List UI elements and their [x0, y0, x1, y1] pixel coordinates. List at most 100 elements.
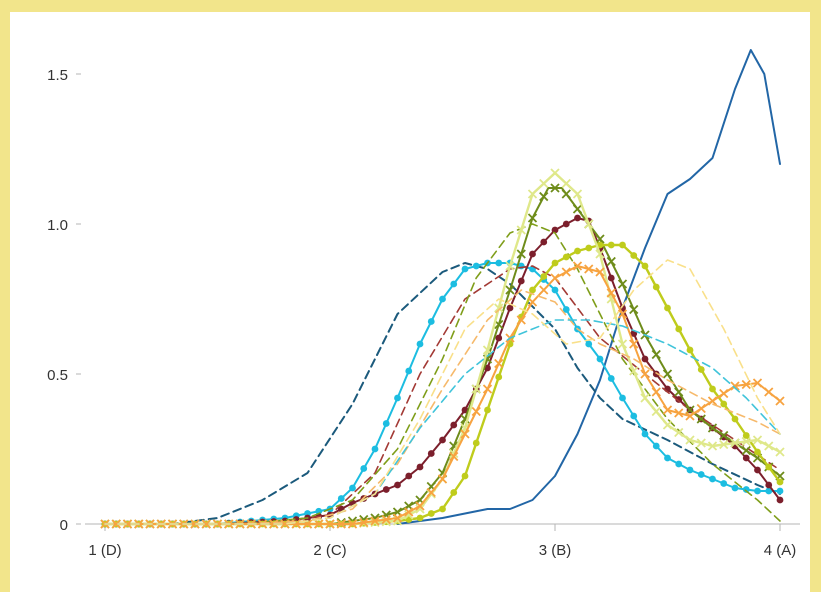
x-tick-label: 4 (A): [764, 542, 797, 559]
series-point: [572, 261, 583, 271]
series-point: [765, 487, 773, 495]
series-point: [595, 249, 605, 259]
series-point: [562, 220, 570, 228]
series-point: [561, 189, 571, 199]
series-point: [686, 346, 694, 354]
series-point: [742, 454, 750, 462]
series-point: [572, 204, 583, 214]
series-point: [439, 505, 446, 513]
series-point: [664, 454, 671, 462]
series-point: [416, 340, 424, 348]
series-point: [629, 304, 639, 315]
series-point: [662, 369, 673, 379]
series-point: [416, 463, 424, 471]
series-point: [426, 487, 436, 498]
series-point: [529, 286, 536, 294]
series-point: [506, 304, 514, 312]
series-point: [675, 325, 683, 333]
series-point: [674, 408, 684, 418]
series-point: [371, 445, 379, 453]
series-point: [382, 486, 390, 493]
series-point: [572, 189, 583, 199]
series-point: [529, 250, 536, 258]
series-point: [574, 247, 581, 255]
series-point: [561, 267, 571, 277]
series-line: [104, 265, 781, 525]
series-point: [505, 285, 515, 295]
series-point: [619, 241, 626, 249]
series-point: [754, 466, 761, 474]
series-point: [527, 213, 538, 223]
series-point: [439, 295, 446, 303]
series-point: [427, 450, 435, 457]
series-point: [741, 445, 751, 456]
series-point: [641, 262, 649, 270]
series-point: [201, 519, 211, 529]
series-point: [550, 168, 560, 178]
series-8: [101, 241, 784, 528]
series-point: [730, 381, 740, 391]
series-line: [104, 262, 781, 525]
y-tick-label: 1.0: [47, 217, 68, 234]
series-point: [551, 226, 559, 234]
series-point: [675, 460, 683, 468]
series-point: [527, 297, 538, 307]
series-point: [562, 306, 570, 313]
series-line: [104, 265, 781, 525]
series-point: [584, 264, 594, 274]
series-point: [122, 519, 133, 529]
series-point: [764, 441, 774, 451]
series-point: [720, 480, 728, 487]
series-point: [662, 405, 673, 415]
series-point: [617, 339, 628, 349]
series-point: [394, 394, 401, 402]
y-tick-label: 0.5: [47, 367, 68, 384]
series-point: [651, 349, 661, 360]
series-point: [617, 279, 628, 289]
series-point: [495, 373, 503, 381]
series-point: [337, 495, 345, 502]
series-point: [765, 481, 773, 489]
series-point: [607, 241, 615, 249]
series-point: [427, 510, 435, 517]
series-point: [439, 436, 446, 444]
series-point: [707, 396, 718, 406]
series-point: [450, 280, 458, 288]
series-point: [675, 396, 683, 403]
series-point: [516, 249, 526, 259]
series-line: [104, 319, 781, 525]
axes: 1 (D) 2 (C) 3 (B) 4 (A) 0 0.5 1.0 1.5: [47, 67, 800, 559]
series-point: [697, 471, 705, 478]
series-point: [630, 252, 638, 259]
series-point: [404, 507, 414, 517]
series-point: [349, 484, 356, 492]
series-point: [527, 189, 538, 199]
series-point: [731, 415, 739, 423]
series-point: [505, 261, 515, 271]
series-point: [360, 465, 368, 472]
series-point: [607, 274, 615, 282]
series-point: [709, 475, 716, 483]
series-point: [585, 244, 593, 252]
y-tick-label: 1.5: [47, 67, 68, 84]
series-point: [415, 501, 425, 511]
series-point: [482, 384, 493, 394]
series-point: [640, 369, 650, 379]
series-point: [742, 432, 750, 439]
series-point: [574, 214, 581, 222]
series-point: [190, 519, 200, 529]
series-point: [617, 309, 628, 319]
series-point: [652, 442, 660, 450]
series-point: [517, 277, 525, 285]
series-point: [494, 358, 504, 369]
series-point: [685, 435, 695, 445]
series-point: [697, 366, 705, 373]
series-point: [539, 191, 549, 202]
plot-panel: 1 (D) 2 (C) 3 (B) 4 (A) 0 0.5 1.0 1.5: [10, 12, 810, 592]
series-point: [707, 423, 718, 433]
series-point: [606, 256, 616, 267]
series-point: [461, 472, 469, 480]
series-point: [652, 370, 660, 378]
series-point: [471, 384, 481, 394]
series-point: [392, 513, 403, 523]
